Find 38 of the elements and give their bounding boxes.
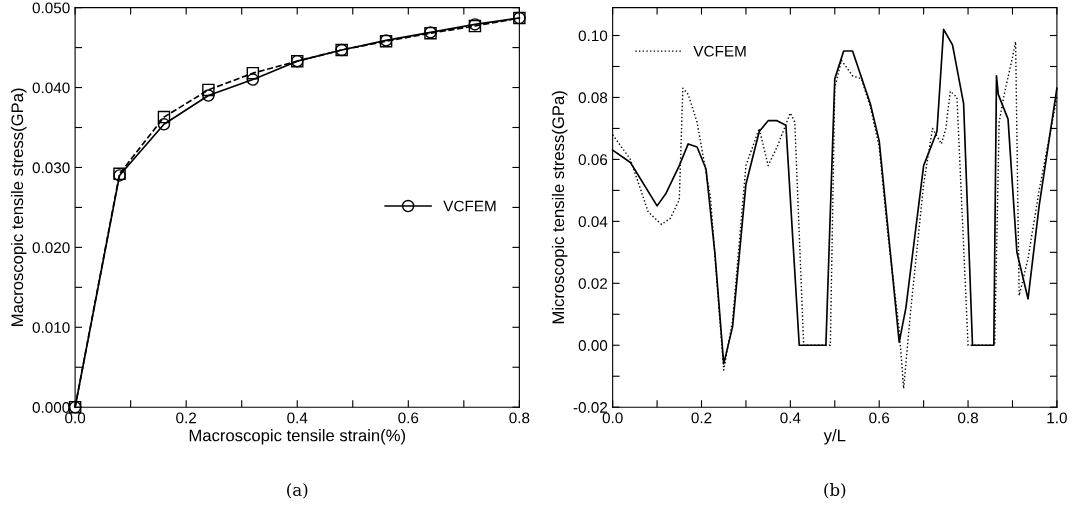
y-tick-label: 0.00 — [578, 340, 608, 351]
x-tick-label: 0.6 — [869, 412, 890, 424]
y-axis-title: Macroscopic tensile stress(GPa) — [10, 88, 27, 326]
x-tick-label: 0.2 — [176, 412, 197, 424]
text: (a) — [287, 483, 308, 499]
x-tick-label: 0.2 — [691, 412, 712, 424]
x-tick-label: 0.6 — [398, 412, 419, 424]
y-tick-label: -0.02 — [573, 402, 608, 413]
y-tick-label: 0.02 — [578, 278, 608, 289]
text: (b) — [824, 483, 846, 499]
x-tick-label: 0.0 — [602, 412, 623, 424]
y-tick-label: 0.020 — [32, 242, 70, 254]
point — [246, 66, 260, 80]
x-axis-title: Macroscopic tensile strain(%) — [189, 429, 406, 445]
legend-label: VCFEM — [443, 200, 496, 212]
y-tick-label: 0.050 — [32, 2, 70, 14]
y-tick-label: 0.06 — [578, 154, 608, 166]
point — [202, 89, 215, 102]
y-tick-label: 0.10 — [578, 30, 608, 42]
point — [157, 110, 171, 124]
point — [157, 118, 171, 131]
y-tick-label: 0.030 — [32, 162, 70, 174]
x-tick-label: 1.0 — [1047, 412, 1067, 424]
x-tick-label: 0.8 — [509, 412, 530, 424]
y-tick-label: 0.08 — [578, 92, 608, 104]
x-tick-label: 0.8 — [958, 412, 979, 424]
y-tick-label: 0.010 — [32, 322, 70, 333]
y-tick-label: 0.040 — [32, 82, 70, 94]
y-axis-title: Microscopic tensile stress(GPa) — [551, 91, 568, 324]
x-tick-label: 0.4 — [287, 412, 308, 424]
x-tick-label: 0.4 — [780, 412, 801, 424]
legend-label: VCFEM — [693, 45, 746, 57]
y-tick-label: 0.04 — [578, 216, 608, 228]
y-tick-label: 0.000 — [32, 402, 70, 413]
point — [202, 83, 215, 97]
point — [246, 73, 260, 86]
x-tick-label: 0.0 — [65, 412, 86, 424]
x-axis-title: y/L — [823, 429, 846, 445]
